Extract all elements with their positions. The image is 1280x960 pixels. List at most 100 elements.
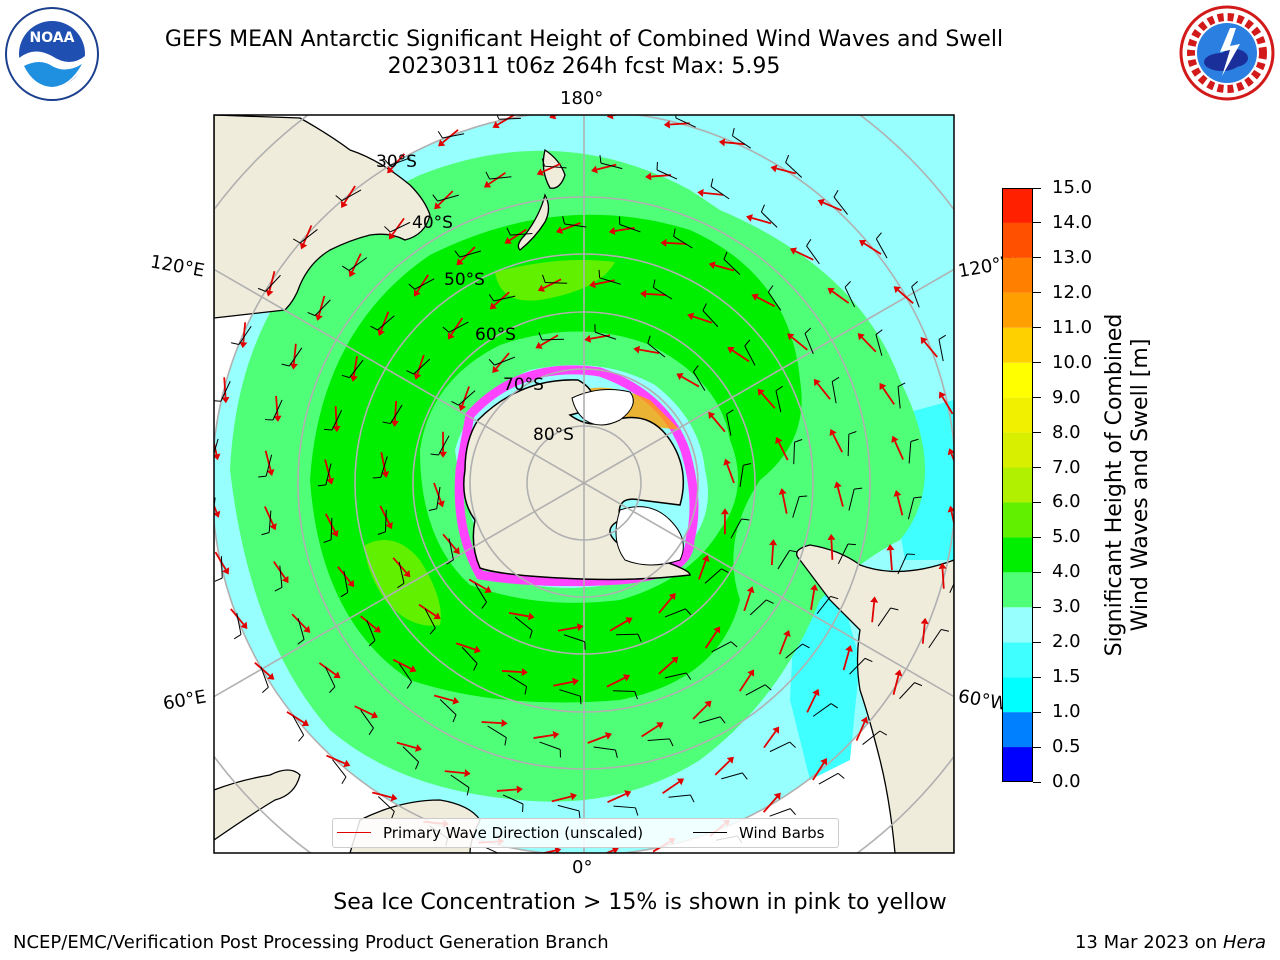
wave-arrow xyxy=(720,508,750,539)
wind-barb xyxy=(450,774,470,788)
wave-arrow xyxy=(442,317,469,340)
meridian-line xyxy=(214,482,585,698)
wind-barb xyxy=(723,258,741,275)
wind-barb xyxy=(668,794,691,798)
wave-arrow xyxy=(281,343,303,370)
wind-barb xyxy=(542,859,563,865)
wave-arrow xyxy=(214,551,230,582)
wind-barb xyxy=(711,641,732,653)
wind-barb xyxy=(599,277,621,285)
wave-arrow xyxy=(775,436,803,465)
colorbar-segment xyxy=(1002,747,1032,782)
wave-arrow xyxy=(451,386,476,412)
lat-label-70s: 70°S xyxy=(503,375,544,395)
wind-barb xyxy=(769,808,791,817)
wave-arrow xyxy=(370,311,395,337)
colorbar-tick-mark xyxy=(1033,571,1041,573)
wind-barb xyxy=(360,709,374,729)
wind-barb xyxy=(398,663,413,683)
wave-arrow xyxy=(496,785,524,813)
colorbar-tick-label: 9.0 xyxy=(1052,386,1081,408)
wave-arrow xyxy=(286,711,309,742)
wind-barb xyxy=(907,497,915,520)
colorbar-segment xyxy=(1002,432,1032,468)
wind-barb xyxy=(804,333,814,355)
wind-barb xyxy=(616,633,639,636)
wind-barb xyxy=(220,556,223,579)
wave-arrow xyxy=(718,127,751,149)
wave-arrow xyxy=(640,279,673,300)
wind-barb xyxy=(564,223,587,228)
wave-arrow xyxy=(676,365,706,391)
wind-barb xyxy=(619,224,641,233)
wind-barb xyxy=(325,463,332,485)
wind-barb xyxy=(442,133,465,139)
wave-arrow xyxy=(687,303,719,328)
wind-barb xyxy=(613,805,636,809)
legend-barb-line xyxy=(693,832,727,833)
colorbar-segment xyxy=(1002,467,1032,503)
wave-arrow xyxy=(589,269,621,289)
wind-barb xyxy=(875,334,883,356)
colorbar-segment xyxy=(1002,502,1032,538)
wind-barb xyxy=(659,855,681,856)
wave-arrow xyxy=(488,291,516,310)
wind-barb xyxy=(494,356,516,366)
wave-arrow xyxy=(536,158,567,176)
wind-barb xyxy=(377,796,395,812)
colorbar-tick-label: 10.0 xyxy=(1052,351,1093,373)
legend-wave-line xyxy=(337,832,371,833)
wave-arrow xyxy=(938,391,954,415)
wind-barb xyxy=(761,211,778,228)
wind-barb xyxy=(366,619,376,641)
wave-arrow xyxy=(751,285,782,311)
wave-arrow xyxy=(857,329,883,356)
wind-barb xyxy=(544,165,567,169)
colorbar-tick-mark xyxy=(1033,327,1041,329)
wave-arrow xyxy=(746,204,778,228)
wind-barb xyxy=(732,135,751,149)
lon-label-180: 180° xyxy=(560,88,604,109)
wave-arrow xyxy=(433,694,460,723)
sea-ice-caption: Sea Ice Concentration > 15% is shown in … xyxy=(333,890,947,915)
wind-barb xyxy=(539,741,561,750)
wave-arrow xyxy=(870,596,899,627)
wind-barb xyxy=(292,715,305,736)
wave-arrow xyxy=(810,584,839,615)
wind-barb xyxy=(348,257,368,271)
wave-arrow xyxy=(354,705,379,736)
wind-barb xyxy=(390,221,411,233)
colorbar-segment xyxy=(1002,292,1032,328)
wind-barb xyxy=(238,326,252,345)
wind-barb xyxy=(332,759,347,778)
wind-barb xyxy=(792,496,800,518)
colorbar-tick-label: 12.0 xyxy=(1052,281,1093,303)
colorbar-tick-label: 5.0 xyxy=(1052,526,1081,548)
colorbar-tick-mark xyxy=(1033,711,1041,713)
wind-barb xyxy=(965,455,968,477)
colorbar-tick-mark xyxy=(1033,676,1041,678)
wave-arrow xyxy=(920,334,947,362)
wave-arrow xyxy=(317,459,335,487)
wind-barb xyxy=(635,115,639,116)
wave-arrow xyxy=(533,731,561,758)
colorbar-title: Significant Height of Combined Wind Wave… xyxy=(1102,313,1153,657)
wind-barb xyxy=(875,238,888,259)
wind-barb xyxy=(414,278,435,290)
wave-arrow xyxy=(658,592,692,618)
wave-arrow xyxy=(604,846,619,853)
wave-arrow xyxy=(291,613,311,645)
wind-barb xyxy=(777,550,791,570)
wave-arrow xyxy=(893,490,922,520)
wind-barb xyxy=(545,281,568,284)
wind-barb xyxy=(693,371,706,391)
wind-barb xyxy=(448,321,469,333)
wind-barb xyxy=(507,674,527,688)
colorbar-tick-label: 0.5 xyxy=(1052,736,1081,758)
wave-arrow xyxy=(920,617,950,648)
weddell-ice-shelf xyxy=(615,506,684,566)
wave-arrow xyxy=(230,608,248,640)
wave-arrow xyxy=(757,385,783,413)
wave-arrow xyxy=(892,669,923,700)
wind-barb xyxy=(962,514,968,535)
